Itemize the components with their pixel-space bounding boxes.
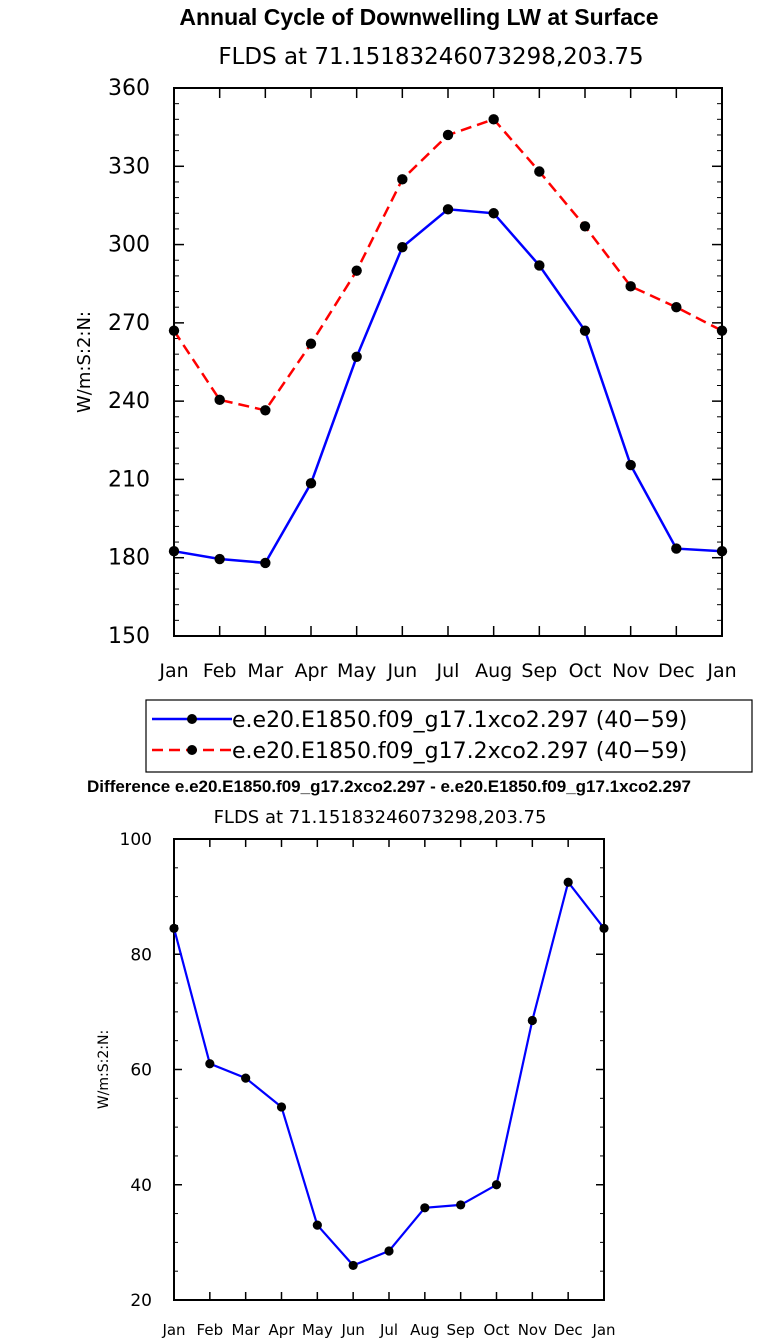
chart-2-ytick-label: 40	[130, 1176, 152, 1196]
chart-1-series-1-point	[579, 325, 591, 336]
chart-1-legend-box	[145, 699, 753, 773]
chart-1-legend-label-1: e.e20.E1850.f09_g17.1xco2.297 (40−59)	[232, 708, 687, 733]
chart-2-ytick-label: 100	[120, 830, 152, 850]
chart-1-title: Annual Cycle of Downwelling LW at Surfac…	[179, 4, 659, 30]
chart-1-ytick-label: 180	[108, 546, 150, 571]
chart-1-series-2-point	[579, 221, 591, 232]
chart-1-series-1-point	[488, 208, 499, 219]
chart-1-xtick-label: Oct	[569, 660, 602, 682]
chart-2-series-1-point	[241, 1073, 251, 1083]
chart-2-series-1-point	[599, 923, 609, 933]
chart-1-ytick-label: 300	[108, 233, 150, 258]
chart-1-series-2-point	[442, 129, 454, 141]
chart-2-xtick-label: Aug	[410, 1321, 439, 1339]
chart-1-series-1-point	[260, 557, 271, 569]
chart-1-series-2-line	[172, 117, 723, 412]
chart-2-series-1-point	[420, 1203, 430, 1213]
chart-2-title: Difference e.e20.E1850.f09_g17.2xco2.297…	[87, 777, 691, 796]
chart-1-ytick-label: 360	[108, 76, 150, 101]
chart-2-xtick-label: Dec	[554, 1321, 583, 1339]
chart-2-series-1-line	[172, 879, 605, 1267]
chart-1-ylabel: W/m:S:2:N:	[74, 311, 95, 413]
chart-1-ytick-label: 330	[108, 154, 150, 179]
chart-2-series-1-point	[312, 1220, 322, 1230]
chart-1-subtitle: FLDS at 71.15183246073298,203.75	[218, 44, 644, 70]
chart-2-series-1-point	[384, 1246, 394, 1256]
chart-1-xtick-label: Mar	[247, 660, 283, 682]
chart-1-xtick-label: Jan	[158, 660, 188, 682]
chart-1-xtick-label: Aug	[475, 660, 512, 682]
chart-2-xtick-label: Apr	[269, 1321, 296, 1339]
chart-2-xtick-label: Oct	[484, 1321, 510, 1339]
chart-1-ytick-label: 270	[108, 311, 150, 336]
chart-2-xtick-label: Feb	[197, 1321, 224, 1339]
chart-2-series-1-point	[491, 1180, 502, 1190]
chart-1-series-2-point	[534, 166, 545, 177]
chart-1-xtick-label: Feb	[203, 660, 237, 682]
chart-1-series-2-point	[305, 338, 317, 349]
chart-1-xtick-label: Jan	[706, 660, 736, 682]
chart-1-series-1-point	[442, 204, 454, 215]
chart-1-series-1-point	[716, 545, 728, 557]
chart-2-series-1-point	[527, 1015, 537, 1026]
chart-1-series-2-point	[168, 325, 180, 336]
chart-2-xtick-label: Mar	[232, 1321, 261, 1339]
chart-2-xtick-label: Jan	[161, 1321, 185, 1339]
chart-1-series-2-point	[488, 114, 499, 125]
chart-1-legend-marker-1	[187, 714, 197, 724]
chart-2-series-1-point	[456, 1200, 466, 1210]
chart-1-series-2-point	[671, 302, 682, 313]
chart-2-ytick-label: 20	[130, 1291, 152, 1311]
chart-1-ytick-label: 210	[108, 467, 150, 492]
chart-1-xtick-label: Jun	[386, 660, 417, 682]
chart-1-series-1-point	[671, 543, 682, 554]
chart-2-xtick-label: Jan	[591, 1321, 615, 1339]
chart-1-series-1-point	[397, 241, 408, 253]
chart-1-xtick-label: Nov	[612, 660, 649, 682]
chart-1-series-1-line	[173, 208, 723, 565]
chart-2-xtick-label: Sep	[447, 1321, 475, 1339]
chart-2-xtick-label: May	[302, 1321, 333, 1339]
chart-2-xtick-label: Jul	[379, 1321, 398, 1339]
chart-1-series-2-point	[625, 281, 636, 292]
chart-1-series-1-point	[625, 459, 636, 471]
chart-1-plot-frame	[173, 87, 723, 637]
chart-2-xtick-label: Nov	[518, 1321, 547, 1339]
chart-1-ytick-label: 240	[108, 389, 150, 414]
chart-1-ytick-label: 150	[108, 624, 150, 649]
chart-1-xtick-label: Dec	[658, 660, 695, 682]
chart-2-ytick-label: 60	[130, 1061, 152, 1081]
chart-2-xtick-label: Jun	[340, 1321, 364, 1339]
chart-2-plot-frame	[173, 838, 605, 1301]
chart-1-xtick-label: Apr	[295, 660, 328, 682]
chart-1-series-2-point	[214, 394, 225, 406]
chart-2-series-1-point	[563, 877, 573, 887]
chart-2-series-1-point	[348, 1260, 358, 1271]
chart-2-subtitle: FLDS at 71.15183246073298,203.75	[213, 807, 547, 828]
chart-1-series-2-point	[397, 174, 408, 185]
chart-2-series-1-point	[276, 1102, 287, 1112]
chart-1-series-2-point	[351, 265, 362, 276]
chart-2-series-1-point	[205, 1059, 215, 1069]
chart-2-ylabel: W/m:S:2:N:	[96, 1030, 112, 1109]
chart-1-series-1-point	[305, 478, 317, 489]
chart-1-series-2-point	[716, 325, 728, 336]
chart-1-xtick-label: Sep	[521, 660, 557, 682]
chart-2-ytick-label: 80	[130, 945, 152, 965]
chart-2-series-1-point	[169, 923, 179, 933]
chart-1-xtick-label: May	[337, 660, 376, 682]
chart-1-series-1-point	[351, 351, 362, 362]
chart-1-series-2-point	[260, 405, 271, 416]
chart-1-series-1-point	[214, 553, 225, 565]
chart-1-series-1-point	[168, 545, 180, 557]
chart-1-legend-label-2: e.e20.E1850.f09_g17.2xco2.297 (40−59)	[232, 739, 687, 764]
chart-1-series-1-point	[534, 260, 545, 271]
chart-1-legend-marker-2	[187, 745, 197, 755]
chart-1-xtick-label: Jul	[436, 660, 460, 682]
